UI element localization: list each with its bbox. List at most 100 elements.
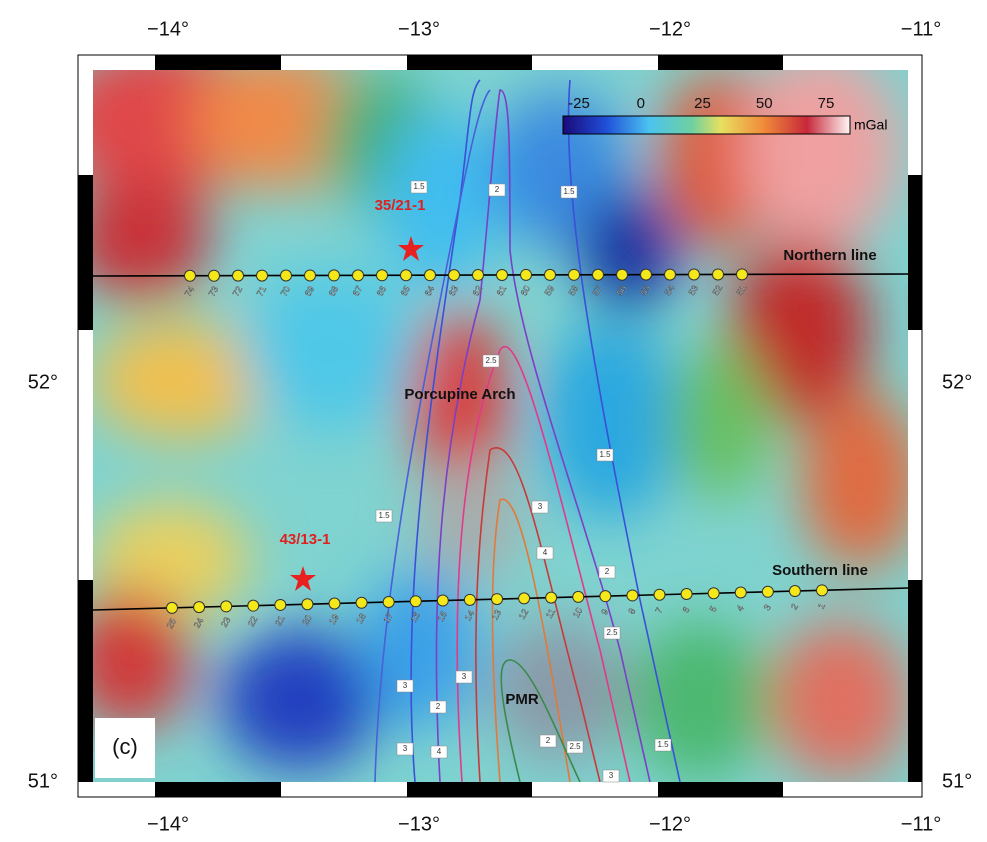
frame-bar: [908, 175, 922, 330]
station: [304, 269, 316, 282]
contour-label: 3: [403, 681, 408, 690]
contour-label-box: [598, 565, 616, 579]
station-label: 60: [519, 284, 533, 298]
station-label: 7: [653, 606, 664, 615]
station: [761, 585, 774, 598]
contour-label: 3: [538, 502, 543, 511]
station: [520, 268, 532, 281]
well-label: 43/13-1: [280, 531, 331, 548]
station: [424, 269, 436, 282]
station: [568, 268, 580, 281]
station: [736, 268, 748, 281]
station: [352, 269, 364, 282]
station: [734, 586, 747, 599]
lon-label: −12°: [649, 813, 691, 835]
contour-label: 2.5: [485, 356, 497, 365]
station: [707, 587, 720, 600]
contour-label-box: [429, 700, 447, 714]
frame-bar: [658, 55, 783, 70]
contour-label-box: [410, 180, 428, 194]
frame-bar: [407, 55, 532, 70]
frame-bar: [658, 782, 783, 797]
station-label: 12: [517, 607, 531, 621]
station-label: 13: [490, 608, 504, 622]
station: [247, 599, 260, 612]
station-label: 64: [423, 284, 437, 298]
contour-label-box: [488, 183, 506, 197]
colorbar-tick-label: 25: [694, 95, 711, 112]
contour-label-box: [536, 546, 554, 560]
station: [545, 591, 558, 604]
colorbar: mGal -25 0 25 50 75: [562, 95, 887, 135]
station-label: 54: [663, 283, 677, 297]
station-label: 62: [471, 284, 485, 298]
lon-label: −11°: [901, 18, 941, 40]
station-label: 55: [639, 283, 653, 297]
station: [409, 595, 422, 608]
station: [463, 593, 476, 606]
station: [355, 596, 368, 609]
station-label: 10: [571, 606, 585, 620]
lon-label: −12°: [649, 18, 691, 40]
station-label: 18: [354, 612, 368, 626]
station: [816, 584, 828, 597]
contour-label: 3: [462, 672, 467, 681]
station-label: 63: [447, 284, 461, 298]
station-label: 1: [816, 601, 827, 610]
station-label: 61: [495, 284, 509, 298]
colorbar-tick-label: -25: [568, 95, 590, 112]
gravity-map: [93, 70, 908, 782]
colorbar-tick-label: 50: [756, 95, 773, 112]
well-star: [290, 566, 316, 591]
contour-label: 1.5: [413, 182, 425, 191]
contour-label-box: [603, 626, 621, 640]
station: [274, 598, 287, 611]
station: [788, 585, 801, 598]
frame-bar: [78, 175, 93, 330]
station-label: 6: [680, 605, 691, 614]
colorbar-unit: mGal: [854, 117, 887, 133]
station-label: 17: [381, 611, 395, 625]
station: [256, 269, 268, 282]
frame-bar: [407, 782, 532, 797]
station-label: 67: [351, 284, 365, 298]
station: [208, 269, 220, 282]
station: [280, 269, 292, 282]
well-label: 35/21-1: [375, 197, 426, 214]
contour-label: 1.5: [378, 511, 390, 520]
contour-label: 2.5: [569, 742, 581, 751]
station: [626, 589, 639, 602]
contour-label-box: [455, 670, 473, 684]
station-label: 2: [789, 602, 800, 611]
lat-label: 52°: [942, 371, 972, 393]
station-label: 52: [711, 283, 725, 297]
feature-label: PMR: [505, 691, 539, 708]
station: [572, 590, 585, 603]
contour-label: 2: [546, 736, 551, 745]
frame-bar: [155, 782, 281, 797]
station: [328, 597, 341, 610]
frame-bar: [78, 580, 93, 782]
station: [376, 269, 388, 282]
contour-label: 3: [403, 744, 408, 753]
station-label: 56: [615, 284, 629, 298]
station-label: 9: [599, 607, 610, 616]
panel-label: (c): [112, 734, 138, 759]
station: [496, 268, 508, 281]
frame-bar: [155, 55, 281, 70]
station: [640, 268, 652, 281]
lon-label: −14°: [147, 18, 189, 40]
station-label: 51: [735, 283, 749, 297]
contour-label-box: [430, 745, 448, 759]
station: [184, 269, 196, 282]
contour-label-box: [482, 354, 500, 368]
station: [688, 268, 700, 281]
station-label: 68: [327, 284, 341, 298]
station-label: 66: [375, 284, 389, 298]
contours: [374, 79, 681, 782]
contour-label: 1.5: [563, 187, 575, 196]
station-label: 22: [246, 615, 260, 629]
colorbar-tick-label: 75: [818, 95, 835, 112]
station: [491, 593, 503, 606]
station-label: 5: [708, 604, 719, 613]
